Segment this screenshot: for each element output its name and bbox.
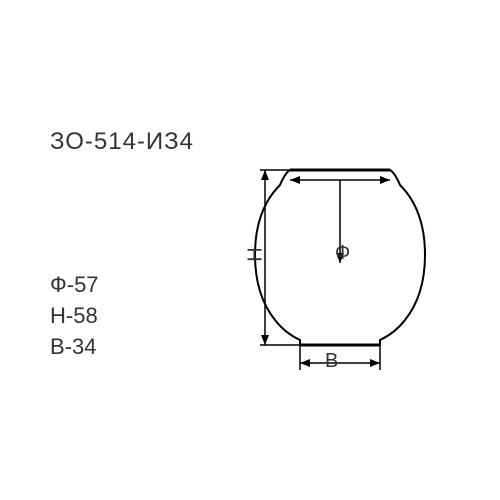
h-arrow-bottom: [261, 335, 269, 345]
dim-b-value: 34: [72, 334, 96, 359]
dimensions-list: Ф-57 H-58 B-34: [50, 270, 99, 362]
dimension-b: B-34: [50, 332, 99, 363]
part-number: ЗО-514-ИЗ4: [50, 128, 194, 156]
phi-label-icon: Ф: [335, 242, 350, 265]
b-label-icon: B: [325, 350, 338, 373]
b-arrow-left: [300, 359, 310, 367]
dim-h-value: 58: [73, 303, 97, 328]
phi-arrow-right: [380, 176, 390, 184]
dimension-h: H-58: [50, 301, 99, 332]
b-arrow-right: [370, 359, 380, 367]
h-arrow-top: [261, 170, 269, 180]
dim-b-label: B: [50, 334, 65, 359]
dim-phi-label: Ф: [50, 272, 67, 297]
dim-h-label: H: [50, 303, 66, 328]
h-label-icon: H: [245, 247, 268, 261]
dim-phi-value: 57: [74, 272, 98, 297]
dimension-phi: Ф-57: [50, 270, 99, 301]
phi-arrow-left: [290, 176, 300, 184]
part-diagram: [220, 145, 470, 385]
